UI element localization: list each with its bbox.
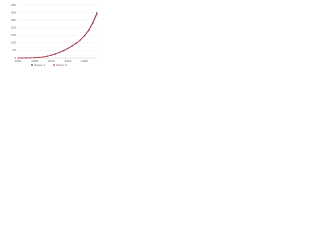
y-tick-label: 100: [11, 41, 16, 45]
x-tick-label: 2008: [31, 59, 38, 63]
legend-label: Series 2: [56, 63, 67, 67]
point: [79, 39, 81, 41]
point: [46, 55, 48, 57]
y-tick-label: 0: [14, 56, 16, 60]
point: [96, 11, 98, 14]
point: [54, 53, 57, 55]
point: [34, 57, 36, 59]
point: [83, 35, 86, 37]
x-tick-label: 2020: [81, 59, 88, 63]
x-tick-label: 2004: [15, 59, 22, 63]
chart: 0 50 100 150 200 250 300 350 2004 2008 2012 2016 202…: [11, 3, 98, 67]
point: [88, 30, 90, 32]
point: [92, 22, 94, 25]
y-tick-label: 50: [13, 48, 17, 52]
point: [21, 57, 23, 59]
point: [67, 48, 69, 50]
y-tick-label: 350: [11, 3, 16, 7]
y-tick-label: 250: [11, 18, 16, 22]
legend-marker: [31, 64, 33, 66]
point: [25, 57, 27, 59]
point: [29, 57, 32, 59]
point: [71, 45, 73, 47]
y-tick-label: 200: [11, 26, 16, 30]
x-tick-label: 2016: [65, 59, 72, 63]
x-tick-label: 2012: [48, 59, 55, 63]
series-line: [18, 13, 98, 59]
legend-label: Series 1: [34, 63, 45, 67]
y-tick-label: 150: [11, 33, 16, 37]
y-tick-label: 300: [11, 10, 16, 14]
point: [38, 56, 40, 59]
point: [75, 42, 77, 45]
point: [58, 51, 61, 54]
legend-marker: [53, 64, 55, 66]
point: [50, 54, 52, 56]
point: [42, 56, 44, 58]
point: [96, 13, 98, 15]
point: [63, 50, 65, 52]
point: [17, 57, 19, 59]
